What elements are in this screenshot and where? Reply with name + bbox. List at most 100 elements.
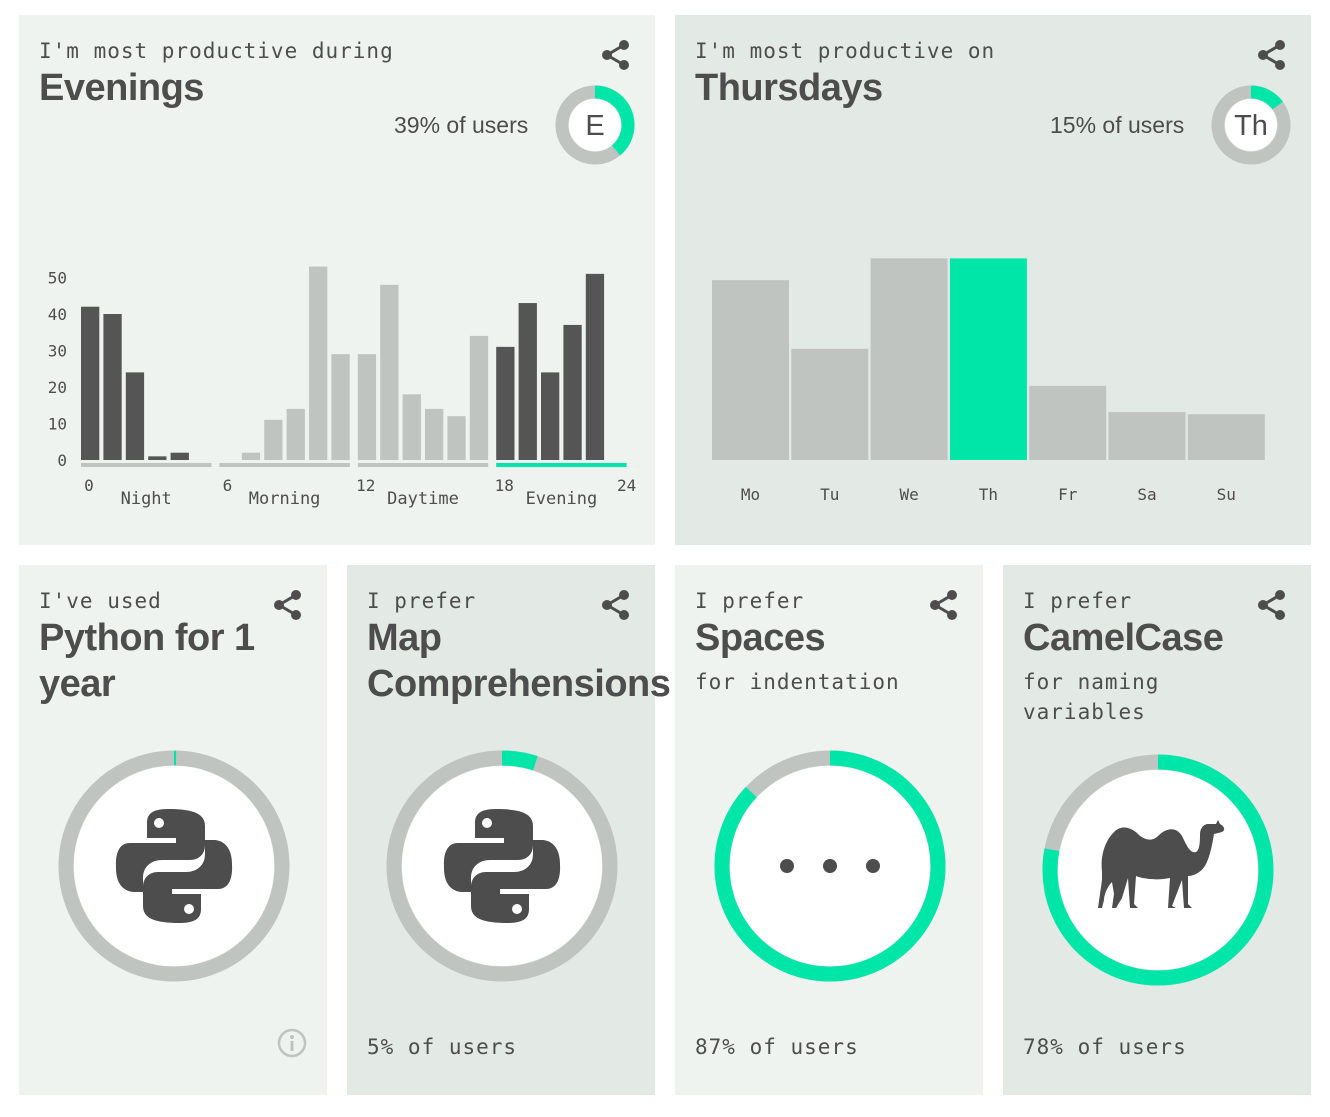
hour-bar bbox=[331, 354, 350, 460]
share-icon[interactable] bbox=[269, 587, 305, 623]
days-donut: Th bbox=[1211, 85, 1291, 165]
map-ring bbox=[386, 750, 618, 982]
hours-donut: E bbox=[555, 85, 635, 165]
hour-bar bbox=[496, 346, 515, 460]
hour-bar bbox=[286, 408, 305, 460]
day-label: Mo bbox=[741, 485, 760, 504]
x-tick-label: 18 bbox=[495, 476, 514, 495]
camel-sub: for naming variables bbox=[1023, 670, 1160, 724]
hours-lead: I'm most productive during bbox=[39, 39, 394, 63]
day-label: Tu bbox=[820, 485, 839, 504]
segment-label: Daytime bbox=[387, 489, 459, 509]
day-bar bbox=[712, 280, 789, 460]
python-title: Python for 1 year bbox=[39, 617, 255, 705]
day-label: Th bbox=[979, 485, 998, 504]
share-icon[interactable] bbox=[597, 37, 633, 73]
hour-bar bbox=[81, 306, 100, 460]
hour-bar bbox=[103, 314, 122, 460]
spaces-ring bbox=[714, 750, 946, 982]
hour-bar bbox=[425, 408, 444, 460]
spaces-title: Spaces bbox=[695, 617, 826, 659]
hours-chart: 0 10 20 30 40 50 Night Morning Daytime Evening 0 6 1… bbox=[48, 266, 636, 509]
segment-label: Morning bbox=[249, 489, 321, 509]
day-bar bbox=[1187, 414, 1265, 460]
days-lead: I'm most productive on bbox=[695, 39, 996, 63]
hour-bar bbox=[264, 419, 283, 460]
days-pct-label: 15% of users bbox=[1050, 112, 1185, 138]
y-tick-label: 10 bbox=[48, 415, 67, 434]
share-icon[interactable] bbox=[597, 587, 633, 623]
x-tick-label: 24 bbox=[617, 476, 636, 495]
hour-bar bbox=[518, 303, 537, 460]
map-foot: 5% of users bbox=[367, 1035, 518, 1059]
python-logo-icon bbox=[115, 809, 233, 923]
x-tick-label: 6 bbox=[223, 476, 233, 495]
hour-bar bbox=[148, 456, 167, 460]
hour-bar bbox=[241, 452, 261, 460]
hour-bar bbox=[402, 394, 421, 460]
hour-bar bbox=[541, 372, 560, 460]
map-lead: I prefer bbox=[367, 589, 477, 613]
share-icon[interactable] bbox=[1253, 37, 1289, 73]
segment-bar bbox=[357, 463, 489, 467]
hour-bar bbox=[309, 266, 328, 460]
spaces-card: I prefer Spaces for indentation 87% of u… bbox=[675, 565, 983, 1095]
python-lead: I've used bbox=[39, 589, 162, 613]
day-bar bbox=[1029, 385, 1107, 460]
day-bar bbox=[791, 348, 869, 460]
segment-bar bbox=[496, 463, 627, 467]
hours-card: I'm most productive during Evenings 39% … bbox=[19, 15, 655, 545]
hours-badge: E bbox=[585, 110, 604, 142]
info-icon[interactable] bbox=[276, 1027, 308, 1059]
x-tick-label: 12 bbox=[356, 476, 375, 495]
hour-bar bbox=[447, 416, 466, 460]
day-label: Fr bbox=[1058, 485, 1078, 504]
hours-title: Evenings bbox=[39, 67, 204, 109]
camel-card: I prefer CamelCase for naming variables … bbox=[1003, 565, 1311, 1095]
segment-bar bbox=[81, 463, 212, 467]
spaces-foot: 87% of users bbox=[695, 1035, 859, 1059]
python-ring bbox=[58, 750, 290, 982]
day-label: Su bbox=[1217, 485, 1236, 504]
hour-bar bbox=[357, 354, 377, 460]
share-icon[interactable] bbox=[1253, 587, 1289, 623]
camel-foot: 78% of users bbox=[1023, 1035, 1187, 1059]
segment-label: Night bbox=[121, 489, 172, 509]
spaces-lead: I prefer bbox=[695, 589, 805, 613]
day-label: We bbox=[899, 485, 918, 504]
days-title: Thursdays bbox=[695, 67, 883, 109]
hour-bar bbox=[125, 372, 145, 460]
x-tick-label: 0 bbox=[84, 476, 94, 495]
y-tick-label: 30 bbox=[48, 342, 67, 361]
y-tick-label: 50 bbox=[48, 269, 67, 288]
y-tick-label: 20 bbox=[48, 378, 67, 397]
hour-bar bbox=[170, 452, 189, 460]
python-logo-icon bbox=[443, 809, 561, 923]
camel-lead: I prefer bbox=[1023, 589, 1133, 613]
dots-icon bbox=[780, 859, 880, 873]
segment-label: Evening bbox=[526, 489, 598, 509]
hour-bar bbox=[380, 284, 399, 460]
hours-pct-label: 39% of users bbox=[394, 112, 529, 138]
hour-bar bbox=[563, 324, 582, 460]
camel-icon bbox=[1098, 820, 1225, 908]
days-chart: Mo Tu We Th Fr Sa Su bbox=[712, 258, 1265, 504]
y-tick-label: 0 bbox=[57, 451, 67, 470]
day-bar bbox=[870, 258, 948, 460]
days-card: I'm most productive on Thursdays 15% of … bbox=[675, 15, 1311, 545]
day-label: Sa bbox=[1137, 485, 1156, 504]
hour-bar bbox=[469, 335, 489, 460]
days-badge: Th bbox=[1234, 110, 1268, 142]
spaces-sub: for indentation bbox=[695, 670, 900, 694]
share-icon[interactable] bbox=[925, 587, 961, 623]
day-bar bbox=[949, 258, 1027, 460]
y-tick-label: 40 bbox=[48, 305, 67, 324]
map-card: I prefer Map Comprehensions 5% of users bbox=[347, 565, 671, 1095]
python-card: I've used Python for 1 year bbox=[19, 565, 327, 1095]
camel-title: CamelCase bbox=[1023, 617, 1224, 659]
segment-bar bbox=[219, 463, 350, 467]
camel-ring bbox=[1042, 754, 1274, 986]
day-bar bbox=[1108, 412, 1186, 460]
hour-bar bbox=[585, 273, 605, 460]
map-title: Map Comprehensions bbox=[367, 617, 671, 705]
